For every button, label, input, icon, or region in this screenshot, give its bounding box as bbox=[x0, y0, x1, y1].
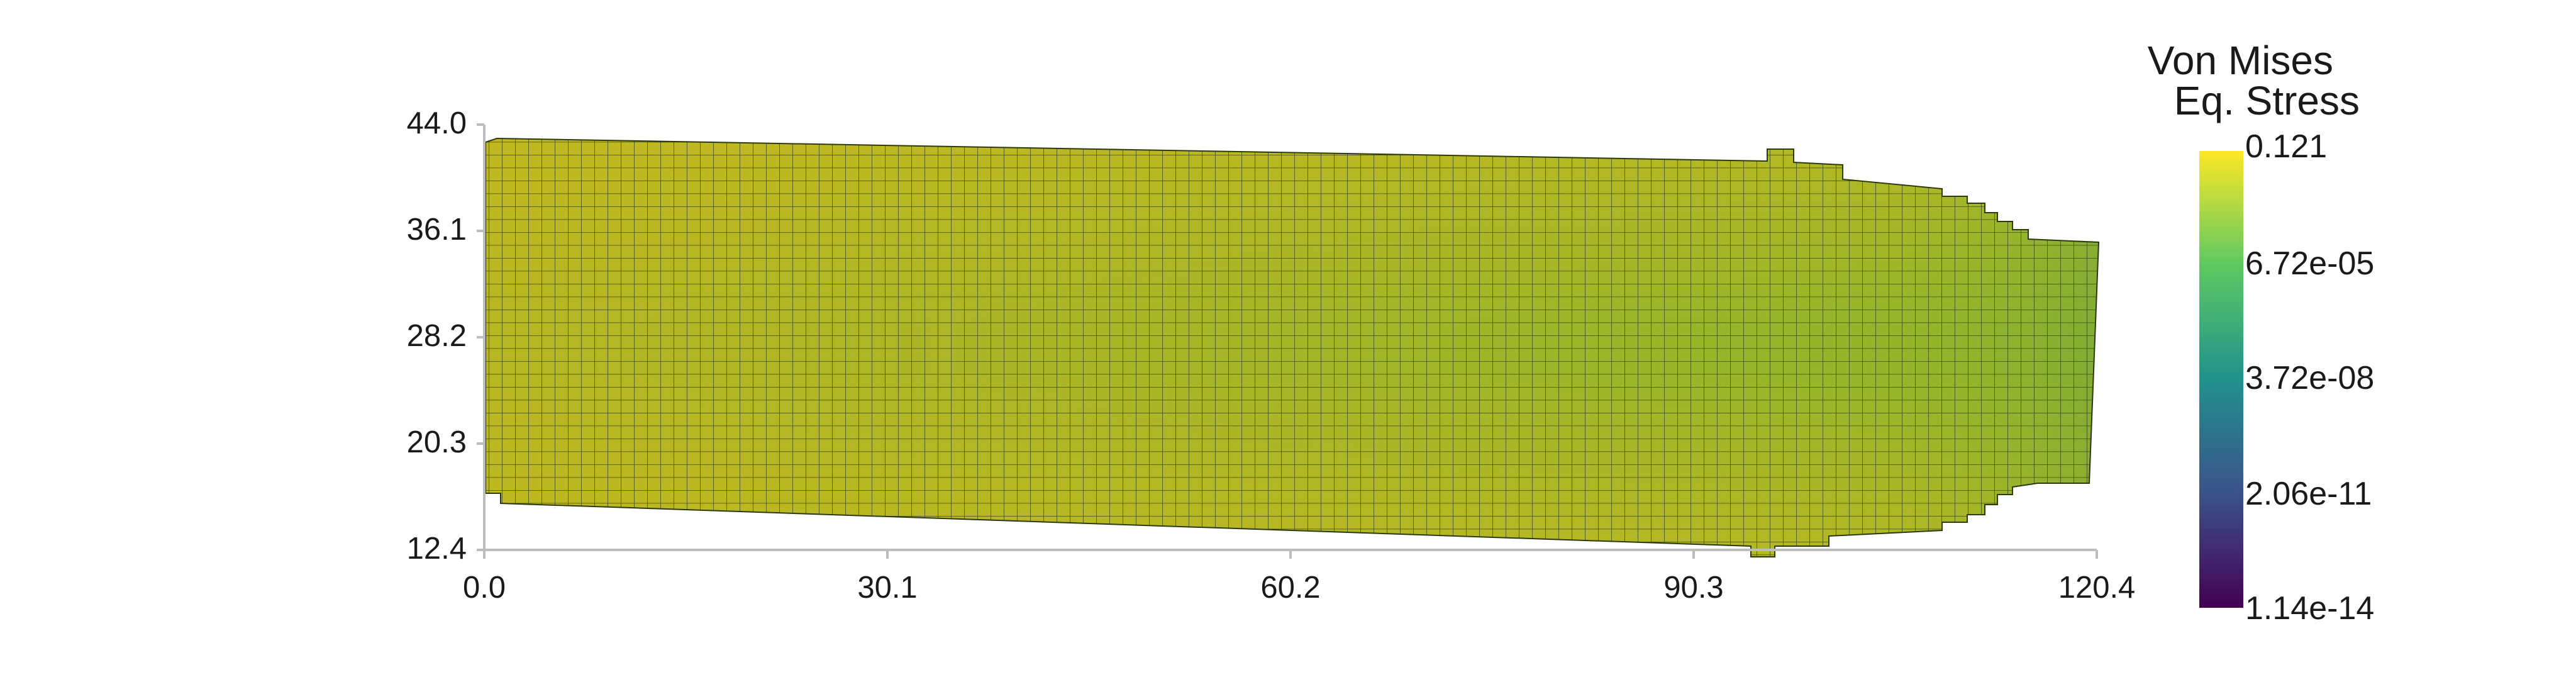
y-tick-label: 20.3 bbox=[407, 425, 467, 459]
y-tick-label: 28.2 bbox=[407, 319, 467, 353]
colorbar-ramp bbox=[2199, 151, 2243, 608]
x-tick-label: 120.4 bbox=[2058, 571, 2136, 605]
colorbar: Von Mises Eq. Stress 0.121 6.72e-05 3.72… bbox=[2148, 38, 2375, 627]
x-tick-label: 30.1 bbox=[857, 571, 917, 605]
colorbar-label: 6.72e-05 bbox=[2245, 245, 2374, 282]
colorbar-label: 2.06e-11 bbox=[2245, 476, 2372, 512]
x-axis: 0.0 30.1 60.2 90.3 120.4 bbox=[463, 549, 2136, 605]
x-tick-label: 0.0 bbox=[463, 571, 506, 605]
y-tick-label: 36.1 bbox=[407, 213, 467, 247]
mesh-body bbox=[485, 138, 2099, 557]
x-tick-label: 90.3 bbox=[1663, 571, 1723, 605]
y-axis: 12.4 20.3 28.2 36.1 44.0 bbox=[407, 106, 486, 566]
colorbar-label: 1.14e-14 bbox=[2245, 590, 2374, 627]
colorbar-title-line1: Von Mises bbox=[2148, 38, 2333, 83]
colorbar-label: 0.121 bbox=[2245, 128, 2327, 165]
y-tick-label: 12.4 bbox=[407, 532, 467, 566]
colorbar-label: 3.72e-08 bbox=[2245, 360, 2374, 396]
colorbar-title-line2: Eq. Stress bbox=[2174, 78, 2360, 123]
x-tick-label: 60.2 bbox=[1260, 571, 1320, 605]
y-tick-label: 44.0 bbox=[407, 106, 467, 140]
